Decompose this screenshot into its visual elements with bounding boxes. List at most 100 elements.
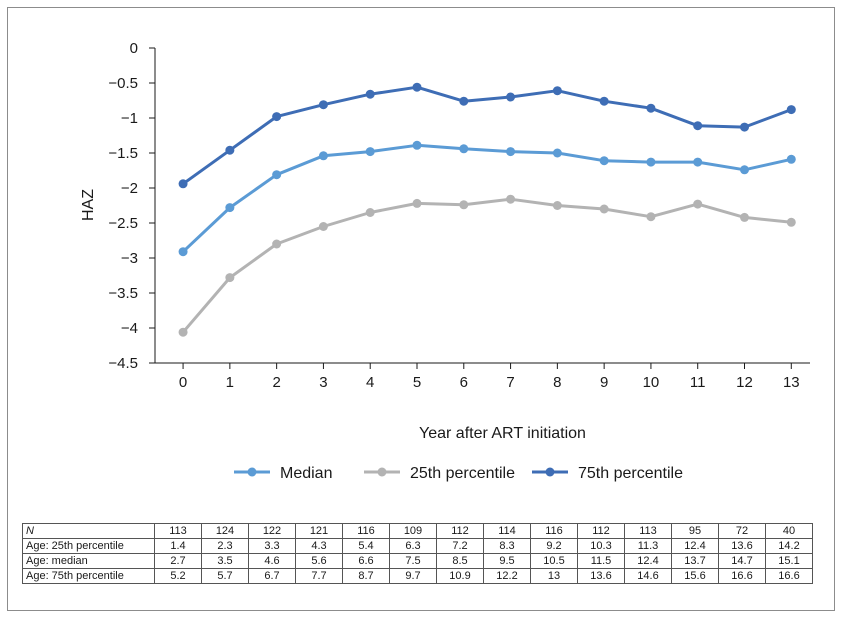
table-cell: 8.7	[342, 568, 390, 584]
y-tick-label: −3	[121, 250, 138, 267]
data-point	[599, 204, 609, 214]
table-cell: 9.2	[530, 538, 578, 554]
data-point	[740, 165, 749, 175]
table-cell: 16.6	[718, 568, 766, 584]
data-point	[412, 82, 422, 92]
x-tick-label: 3	[319, 374, 327, 391]
data-point	[225, 273, 235, 283]
table-cell: 4.3	[295, 538, 343, 554]
x-tick-label: 0	[179, 374, 187, 391]
table-cell: 4.6	[248, 553, 296, 569]
data-point	[459, 144, 469, 154]
table-cell: 112	[436, 523, 484, 539]
x-tick-label: 13	[783, 374, 800, 391]
table-cell: 7.5	[389, 553, 437, 569]
table-cell: 13.6	[718, 538, 766, 554]
table-cell: 8.3	[483, 538, 531, 554]
table-cell: 13.7	[671, 553, 719, 569]
series-layer	[178, 82, 796, 337]
table-cell: 2.7	[154, 553, 202, 569]
table-cell: 15.6	[671, 568, 719, 584]
table-cell: 10.3	[577, 538, 625, 554]
data-point	[365, 208, 375, 217]
table-row-label: Age: 75th percentile	[22, 568, 155, 584]
table-cell: 109	[389, 523, 437, 539]
series-line	[182, 143, 792, 253]
data-point	[412, 140, 422, 150]
table-row-label: N	[22, 523, 155, 539]
x-tick-label: 4	[366, 374, 374, 391]
table-cell: 5.2	[154, 568, 202, 584]
x-axis: 0 1 2 3 4 5 6 7 8 9 10 11 12 13	[155, 362, 810, 391]
x-tick-label: 5	[413, 374, 421, 391]
x-tick-label: 10	[643, 374, 660, 391]
table-cell: 72	[718, 523, 766, 539]
legend-swatch-marker	[247, 467, 257, 477]
data-point	[178, 179, 188, 189]
legend-label: 25th percentile	[410, 465, 515, 482]
data-point	[646, 212, 656, 222]
table-cell: 5.4	[342, 538, 390, 554]
table-cell: 13.6	[577, 568, 625, 584]
table-row: Age: 75th percentile 5.2 5.7 6.7 7.7 8.7 9.7 10…	[22, 568, 813, 584]
data-point	[318, 151, 328, 161]
legend-swatch-marker	[377, 467, 387, 477]
series-line	[182, 85, 792, 186]
series-line	[181, 197, 792, 334]
x-tick-label: 12	[736, 374, 753, 391]
data-point	[318, 222, 328, 231]
y-tick-label: −4.5	[108, 355, 138, 372]
x-tick-label: 9	[600, 374, 608, 391]
table-row: Age: median 2.7 3.5 4.6 5.6 6.6 7.5 8.5 9.5 10.5 1…	[22, 553, 813, 569]
y-tick-label: −0.5	[108, 75, 138, 92]
table-cell: 9.5	[483, 553, 531, 569]
table-cell: 124	[201, 523, 249, 539]
data-point	[272, 112, 282, 122]
legend-item: Median	[234, 465, 332, 482]
data-point	[646, 103, 656, 113]
table-cell: 5.6	[295, 553, 343, 569]
data-point	[506, 194, 516, 204]
data-point	[318, 100, 328, 110]
y-tick-label: −2	[121, 180, 138, 197]
table-cell: 12.4	[624, 553, 672, 569]
data-point	[693, 121, 703, 131]
data-point	[786, 154, 796, 164]
table-cell: 7.2	[436, 538, 484, 554]
table-cell: 11.5	[577, 553, 625, 569]
table-cell: 116	[342, 523, 390, 539]
table-cell: 16.6	[765, 568, 813, 584]
x-tick-label: 7	[506, 374, 514, 391]
data-point	[786, 105, 796, 115]
data-point	[459, 200, 469, 210]
table-cell: 6.3	[389, 538, 437, 554]
x-tick-label: 8	[553, 374, 561, 391]
series-25th-percentile	[178, 194, 796, 337]
series-median	[178, 140, 796, 257]
legend: Median 25th percentile 75th percentile	[234, 465, 683, 482]
data-point	[272, 170, 282, 180]
y-axis-title: HAZ	[80, 189, 97, 221]
legend-label: 75th percentile	[578, 465, 683, 482]
y-tick-label: −1.5	[108, 145, 138, 162]
table-cell: 13	[530, 568, 578, 584]
data-point	[646, 157, 656, 167]
table-cell: 15.1	[765, 553, 813, 569]
y-tick-label: −2.5	[108, 215, 138, 232]
table-cell: 40	[765, 523, 813, 539]
table-cell: 95	[671, 523, 719, 539]
table-cell: 3.5	[201, 553, 249, 569]
data-point	[693, 199, 703, 209]
table-cell: 3.3	[248, 538, 296, 554]
data-point	[552, 148, 562, 158]
table-cell: 1.4	[154, 538, 202, 554]
table-cell: 14.6	[624, 568, 672, 584]
table-row-label: Age: 25th percentile	[22, 538, 155, 554]
table-cell: 121	[295, 523, 343, 539]
legend-label: Median	[280, 465, 332, 482]
data-point	[599, 96, 609, 106]
legend-item: 25th percentile	[364, 465, 515, 482]
table-cell: 116	[530, 523, 578, 539]
data-point	[459, 96, 469, 106]
